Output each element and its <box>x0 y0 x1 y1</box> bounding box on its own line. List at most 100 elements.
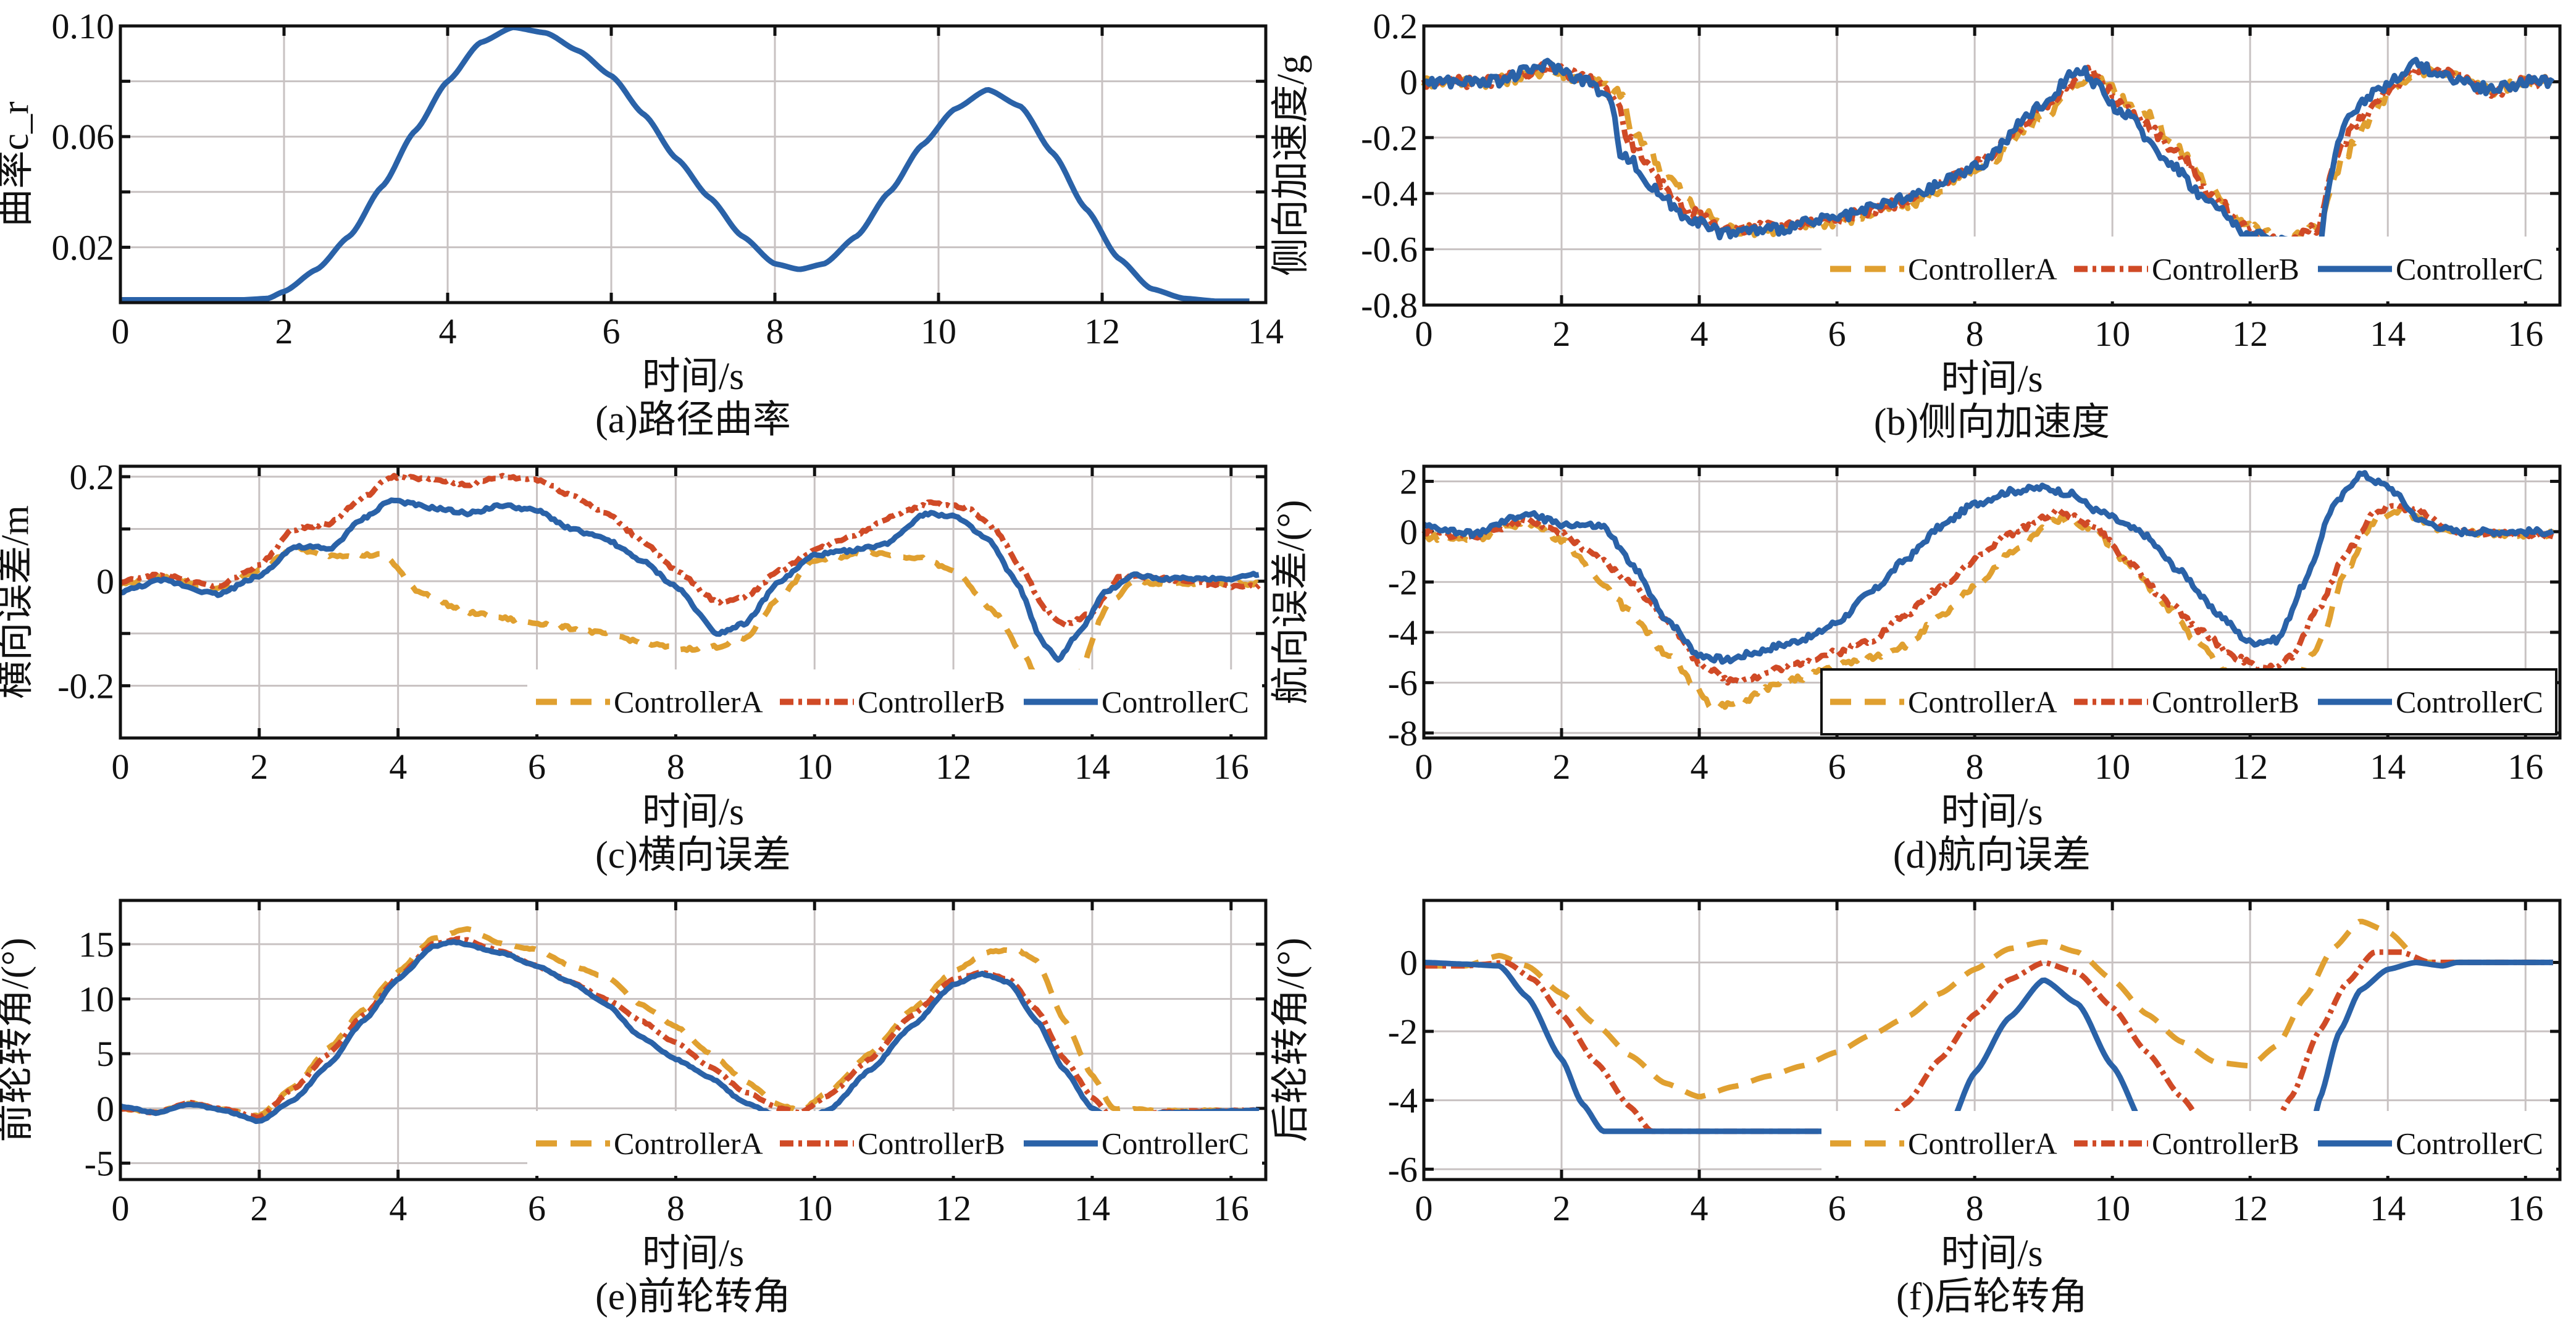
x-tick-label: 14 <box>1074 747 1110 787</box>
panel-f: ControllerA ControllerB ControllerC 0 2 4 6 8 10… <box>1270 899 2562 1318</box>
x-axis-label: 时间/s <box>1941 1233 2043 1275</box>
x-tick-label: 12 <box>1084 311 1120 351</box>
x-tick-label: 4 <box>1691 747 1708 787</box>
x-tick-label: 12 <box>2232 747 2268 787</box>
series-line-controllerc <box>1423 959 2553 1134</box>
axes-frame <box>119 464 1268 740</box>
y-tick-label: -6 <box>1388 663 1418 703</box>
y-tick-label: -2 <box>1388 562 1418 602</box>
y-tick-label: 5 <box>96 1034 114 1074</box>
x-axis-label: 时间/s <box>642 1233 744 1275</box>
y-axis-label: 侧向加速度/g <box>1270 55 1312 276</box>
legend: ControllerA ControllerB ControllerC <box>527 1111 1262 1176</box>
x-tick-label: 14 <box>1248 311 1284 351</box>
y-axis-label: 航向误差/(°) <box>1270 500 1312 704</box>
series-line-controllerc <box>119 939 1260 1128</box>
x-tick-label: 4 <box>389 747 407 787</box>
series-line-controllerc <box>1423 57 2555 262</box>
legend-label: ControllerC <box>1102 685 1249 719</box>
x-tick-label: 16 <box>2507 1188 2543 1228</box>
x-tick-label: 10 <box>2094 314 2130 354</box>
series-line-controllera <box>1421 65 2556 248</box>
legend-box <box>1821 237 2556 301</box>
x-tick-label: 4 <box>1691 1188 1708 1228</box>
x-tick-label: 8 <box>667 747 685 787</box>
legend-label: ControllerB <box>2152 1126 2299 1161</box>
legend-box <box>527 1111 1262 1176</box>
y-tick-label: -0.4 <box>1361 174 1418 214</box>
x-tick-label: 12 <box>2232 314 2268 354</box>
panel-d: ControllerA ControllerB ControllerC 0 2 4 6 8 10… <box>1270 461 2562 876</box>
legend-label: ControllerB <box>858 685 1005 719</box>
panel-b: ControllerA ControllerB ControllerC 0 2 4 6 8 10… <box>1270 6 2562 443</box>
x-tick-label: 16 <box>2507 747 2543 787</box>
y-tick-label: 15 <box>78 924 114 965</box>
x-tick-label: 8 <box>766 311 784 351</box>
legend-label: ControllerA <box>1908 252 2057 287</box>
legend: ControllerA ControllerB ControllerC <box>1821 237 2556 301</box>
series-line-controllerb <box>1423 949 2553 1134</box>
legend-label: ControllerC <box>1102 1126 1249 1161</box>
x-tick-label: 2 <box>1553 747 1571 787</box>
x-tick-label: 8 <box>1966 1188 1984 1228</box>
x-tick-label: 12 <box>2232 1188 2268 1228</box>
y-tick-label: -4 <box>1388 1081 1418 1121</box>
panel-c: ControllerA ControllerB ControllerC 0 2 4 6 8 10… <box>0 457 1268 876</box>
axes-frame <box>1422 899 2562 1181</box>
x-axis-label: 时间/s <box>642 356 744 398</box>
y-tick-label: 10 <box>78 979 114 1020</box>
x-tick-label: 2 <box>275 311 293 351</box>
legend-label: ControllerA <box>614 685 763 719</box>
y-tick-label: -6 <box>1388 1149 1418 1189</box>
axes-frame <box>1422 24 2562 307</box>
panel-caption: (d)航向误差 <box>1893 834 2091 876</box>
y-tick-label: 0.2 <box>70 457 115 497</box>
legend-label: ControllerA <box>1908 1126 2057 1161</box>
y-axis-label: 后轮转角/(°) <box>1270 937 1312 1142</box>
y-tick-label: 0 <box>96 1089 114 1129</box>
x-tick-label: 8 <box>1966 747 1984 787</box>
series-line-controllera <box>120 926 1260 1120</box>
x-axis-label: 时间/s <box>1941 358 2043 400</box>
x-tick-label: 6 <box>1828 314 1846 354</box>
x-tick-label: 12 <box>935 747 971 787</box>
panel-a: 0 2 4 6 8 10 12 14 0.02 0.06 0.10 时间/s(a)路径曲率 曲率c_r <box>0 6 1284 441</box>
x-tick-label: 14 <box>2370 747 2406 787</box>
legend-label: ControllerC <box>2396 685 2543 719</box>
x-tick-label: 10 <box>2094 747 2130 787</box>
legend-label: ControllerA <box>614 1126 763 1161</box>
x-tick-label: 0 <box>1415 747 1433 787</box>
x-tick-label: 10 <box>921 311 956 351</box>
x-tick-label: 0 <box>1415 314 1433 354</box>
x-tick-label: 0 <box>1415 1188 1433 1228</box>
series-line-controllerb <box>1421 501 2554 686</box>
series-line-controllerc <box>120 497 1260 663</box>
x-tick-label: 6 <box>1828 747 1846 787</box>
legend-label: ControllerC <box>2396 1126 2543 1161</box>
legend-box <box>1820 668 2557 736</box>
series-line-c_r <box>120 24 1250 304</box>
y-tick-label: -0.6 <box>1361 230 1418 270</box>
x-tick-label: 6 <box>528 747 546 787</box>
x-tick-label: 16 <box>1213 747 1249 787</box>
legend-label: ControllerB <box>858 1126 1005 1161</box>
plot-area <box>120 26 1266 303</box>
y-tick-label: 2 <box>1400 461 1418 501</box>
x-tick-label: 14 <box>2370 1188 2406 1228</box>
y-tick-label: -0.8 <box>1361 285 1418 325</box>
legend: ControllerA ControllerB ControllerC <box>1820 668 2557 736</box>
y-tick-label: 0.10 <box>52 6 115 46</box>
x-tick-label: 12 <box>935 1188 971 1228</box>
series-line-controllera <box>1423 918 2553 1100</box>
x-tick-label: 0 <box>112 747 130 787</box>
legend-box <box>527 669 1262 734</box>
y-tick-label: 0 <box>96 561 114 602</box>
y-tick-label: 0 <box>1400 62 1418 102</box>
y-tick-label: -4 <box>1388 613 1418 653</box>
series-line-controllerb <box>120 936 1259 1123</box>
legend-box <box>1821 1111 2556 1176</box>
legend: ControllerA ControllerB ControllerC <box>527 669 1262 734</box>
x-tick-label: 10 <box>2094 1188 2130 1228</box>
legend-label: ControllerA <box>1908 685 2057 719</box>
